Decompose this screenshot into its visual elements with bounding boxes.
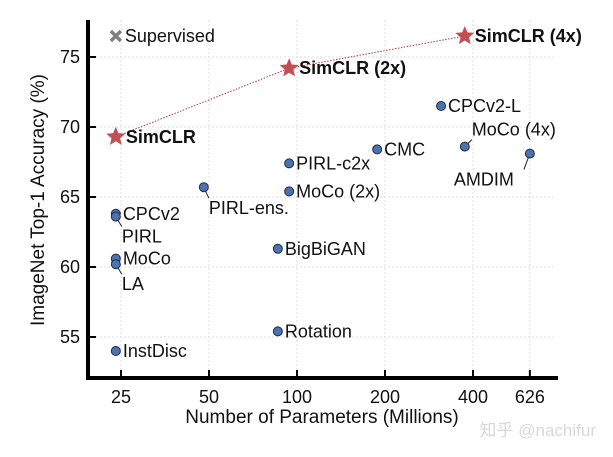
data-point — [272, 243, 283, 254]
simclr-star-marker — [279, 58, 299, 77]
x-stroke — [109, 29, 123, 43]
point-label: AMDIM — [454, 170, 514, 190]
point-label: SimCLR (2x) — [299, 58, 406, 78]
point-label: SimCLR (4x) — [475, 26, 582, 46]
point-label: SimCLR — [126, 127, 196, 147]
y-tick-label: 75 — [60, 47, 80, 67]
data-point — [459, 141, 470, 152]
point-label: CMC — [384, 139, 425, 159]
data-point — [110, 211, 121, 222]
point-label: Rotation — [285, 321, 352, 341]
point-label: BigBiGAN — [285, 239, 366, 259]
y-tick-label: 60 — [60, 257, 80, 277]
x-tick-label: 100 — [282, 387, 312, 407]
data-point — [284, 158, 295, 169]
point-label: PIRL-ens. — [209, 198, 289, 218]
point-label: CPCv2 — [123, 204, 180, 224]
x-tick-label: 50 — [199, 387, 219, 407]
x-tick-label: 200 — [370, 387, 400, 407]
point-label: CPCv2-L — [448, 96, 521, 116]
data-point — [198, 182, 209, 193]
y-axis-label: ImageNet Top-1 Accuracy (%) — [28, 74, 49, 326]
x-tick-label: 25 — [111, 387, 131, 407]
y-tick-label: 70 — [60, 117, 80, 137]
y-tick-label: 55 — [60, 327, 80, 347]
simclr-star-marker — [106, 126, 126, 145]
simclr-connector-line — [115, 35, 465, 138]
x-axis-label: Number of Parameters (Millions) — [185, 407, 458, 428]
axes: 25 50 100 200 400 626 55 60 65 70 75 — [60, 20, 558, 407]
point-label: LA — [122, 274, 144, 294]
point-label: MoCo — [123, 249, 171, 269]
data-point — [110, 346, 121, 356]
point-label: MoCo (4x) — [472, 120, 556, 140]
data-point — [272, 326, 283, 337]
data-point — [436, 101, 447, 111]
point-label: MoCo (2x) — [296, 181, 380, 201]
y-tick-label: 65 — [60, 187, 80, 207]
marks: SimCLR SimCLR (2x) SimCLR (4x) Supervised CP… — [106, 26, 582, 361]
point-label: Supervised — [125, 26, 215, 46]
supervised-x-marker — [109, 29, 123, 43]
x-tick-label: 400 — [458, 387, 488, 407]
point-label: PIRL-c2x — [296, 153, 370, 173]
x-tick-label: 626 — [515, 387, 545, 407]
data-point — [284, 186, 295, 197]
data-point — [524, 148, 535, 159]
grid — [88, 20, 553, 378]
point-label: PIRL — [122, 227, 162, 247]
data-point — [372, 144, 383, 155]
point-label: InstDisc — [123, 341, 187, 361]
data-point — [110, 259, 121, 270]
simclr-star-marker — [455, 26, 475, 45]
watermark: 知乎 @nachifur — [480, 421, 597, 440]
